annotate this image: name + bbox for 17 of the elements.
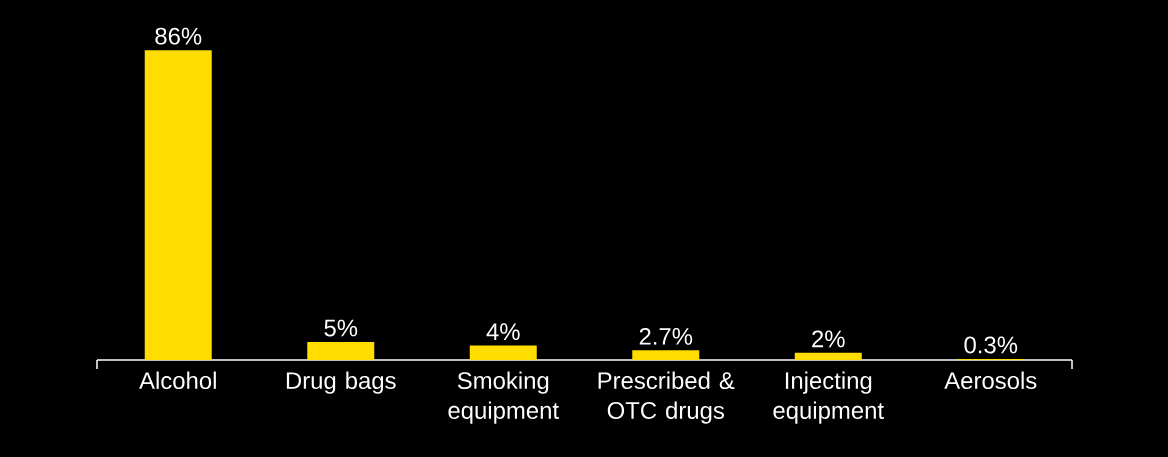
bar [144, 50, 212, 360]
x-tick-label: Alcohol [139, 371, 216, 390]
x-tick-label: Prescribed & OTC drugs [598, 371, 735, 424]
x-tick-label: Smoking equipment [448, 371, 559, 424]
data-label: 86% [155, 27, 202, 45]
bar [794, 352, 862, 360]
data-label: 5% [324, 319, 358, 337]
x-tick-label: Drug bags [286, 371, 396, 394]
bar [632, 350, 700, 360]
data-label: 4% [486, 323, 520, 341]
data-label: 2.7% [639, 327, 693, 345]
bar [307, 341, 375, 360]
x-tick-label: Aerosols [944, 371, 1037, 390]
bar [469, 345, 537, 360]
x-tick-label: Injecting equipment [773, 371, 884, 424]
data-label: 0.3% [964, 336, 1018, 354]
data-label: 2% [812, 330, 845, 348]
